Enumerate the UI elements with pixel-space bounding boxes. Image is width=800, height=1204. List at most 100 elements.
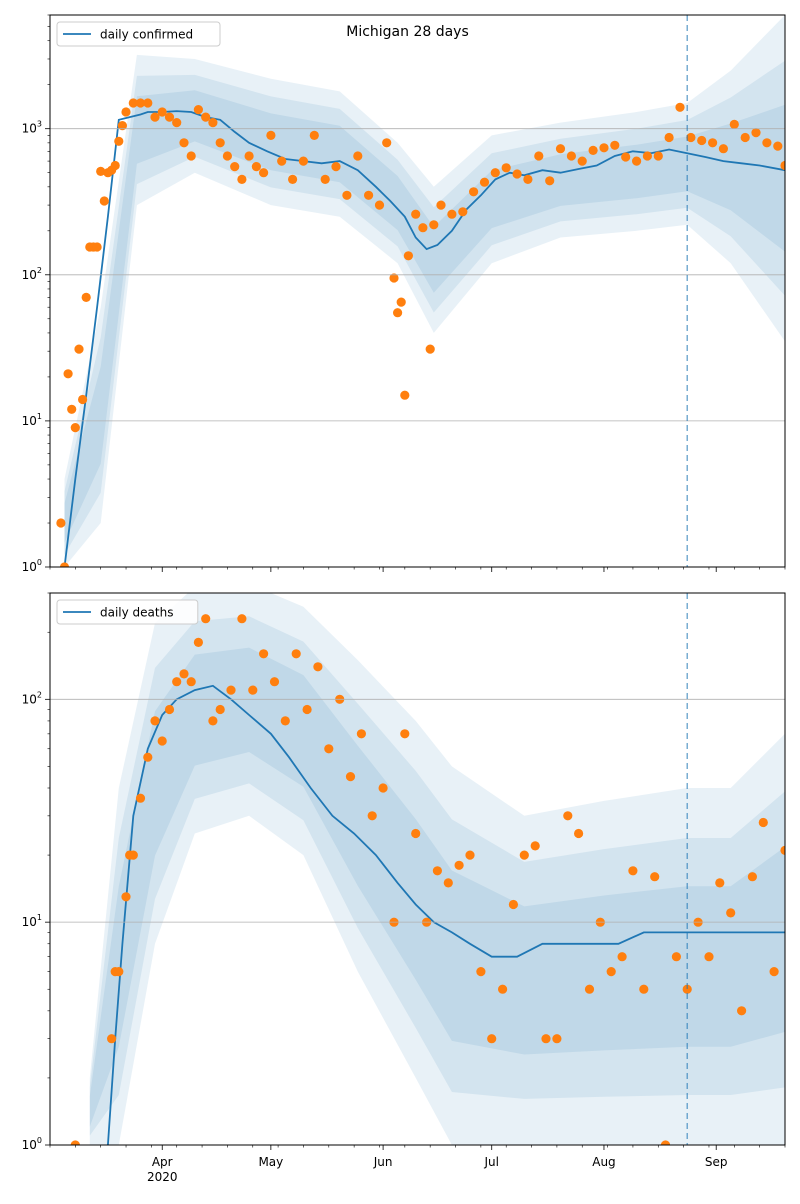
data-point xyxy=(143,752,153,762)
data-point xyxy=(378,783,388,793)
data-point xyxy=(342,190,352,200)
data-point xyxy=(708,138,718,148)
legend: daily confirmed xyxy=(56,21,221,47)
data-point xyxy=(259,649,269,659)
data-point xyxy=(751,128,761,138)
data-point xyxy=(128,98,138,108)
data-point xyxy=(530,841,540,851)
series-line xyxy=(63,110,785,567)
data-point xyxy=(135,98,146,108)
data-point xyxy=(382,138,392,148)
x-tick-label: Jul xyxy=(483,1155,498,1169)
data-point xyxy=(454,860,464,870)
data-point xyxy=(230,162,240,172)
data-point xyxy=(650,872,660,882)
data-point xyxy=(345,772,356,782)
data-point xyxy=(737,1006,747,1016)
data-point xyxy=(773,141,783,151)
data-point xyxy=(150,716,160,726)
legend-box xyxy=(56,599,199,625)
data-point xyxy=(164,112,175,122)
data-point xyxy=(411,209,421,219)
legend-label: daily deaths xyxy=(100,606,173,620)
data-point xyxy=(436,200,446,210)
data-point xyxy=(704,952,714,962)
y-tick-label: 101 xyxy=(22,913,42,929)
data-point xyxy=(400,390,410,400)
data-point xyxy=(552,1034,562,1044)
data-point xyxy=(577,156,587,166)
data-point xyxy=(555,144,566,154)
data-point xyxy=(418,223,428,233)
data-point xyxy=(566,151,577,161)
data-point xyxy=(81,292,91,302)
data-point xyxy=(682,984,692,994)
data-point xyxy=(653,151,663,161)
data-point xyxy=(179,669,189,679)
data-point xyxy=(259,168,269,178)
data-point xyxy=(128,850,138,860)
y-tick-label: 100 xyxy=(22,558,42,574)
data-point xyxy=(70,423,80,433)
data-point xyxy=(59,562,70,567)
data-point xyxy=(718,144,729,154)
confidence-band-2 xyxy=(64,60,785,555)
data-point xyxy=(396,297,406,307)
data-point xyxy=(574,828,584,839)
x-tick-label: Jun xyxy=(373,1155,393,1169)
data-point xyxy=(313,662,323,672)
axes-frame xyxy=(49,592,786,1146)
plot-area xyxy=(56,15,785,567)
y-tick-label: 102 xyxy=(22,266,42,282)
data-point xyxy=(599,143,609,153)
plot-area xyxy=(70,593,785,1145)
data-point xyxy=(411,828,421,839)
data-point xyxy=(364,190,374,200)
data-point xyxy=(114,136,124,146)
series-line xyxy=(107,684,785,1145)
data-point xyxy=(758,817,768,828)
data-point xyxy=(208,118,218,128)
data-point xyxy=(63,369,73,379)
data-point xyxy=(458,207,468,217)
data-point xyxy=(403,251,413,261)
legend-box xyxy=(56,21,221,47)
data-point xyxy=(70,1140,80,1145)
data-point xyxy=(117,121,127,131)
data-point xyxy=(193,105,203,115)
data-point xyxy=(429,220,439,230)
data-point xyxy=(179,138,189,148)
chart-title: Michigan 28 days xyxy=(346,24,469,40)
data-point xyxy=(288,174,298,184)
data-point xyxy=(541,1034,551,1044)
data-point xyxy=(309,130,319,140)
data-point xyxy=(186,151,196,161)
data-point xyxy=(588,145,598,155)
axes-frame xyxy=(49,14,786,568)
data-point xyxy=(266,130,276,140)
data-point xyxy=(523,174,533,184)
data-point xyxy=(501,163,511,173)
data-point xyxy=(78,394,88,405)
confidence-band-3 xyxy=(64,90,785,543)
data-point xyxy=(425,344,435,354)
data-point xyxy=(56,518,66,528)
data-point xyxy=(628,866,638,876)
data-point xyxy=(143,98,153,108)
y-tick-label: 101 xyxy=(22,412,42,428)
data-point xyxy=(164,704,175,715)
data-point xyxy=(610,140,620,150)
x-tick-label: Apr xyxy=(152,1155,173,1169)
data-point xyxy=(465,850,475,860)
data-point xyxy=(251,162,261,172)
data-point xyxy=(697,135,707,146)
data-point xyxy=(96,166,106,176)
data-point xyxy=(269,677,280,687)
data-point xyxy=(563,811,573,821)
data-point xyxy=(298,156,308,166)
data-point xyxy=(291,649,301,659)
data-point xyxy=(780,845,785,855)
data-point xyxy=(201,614,211,624)
